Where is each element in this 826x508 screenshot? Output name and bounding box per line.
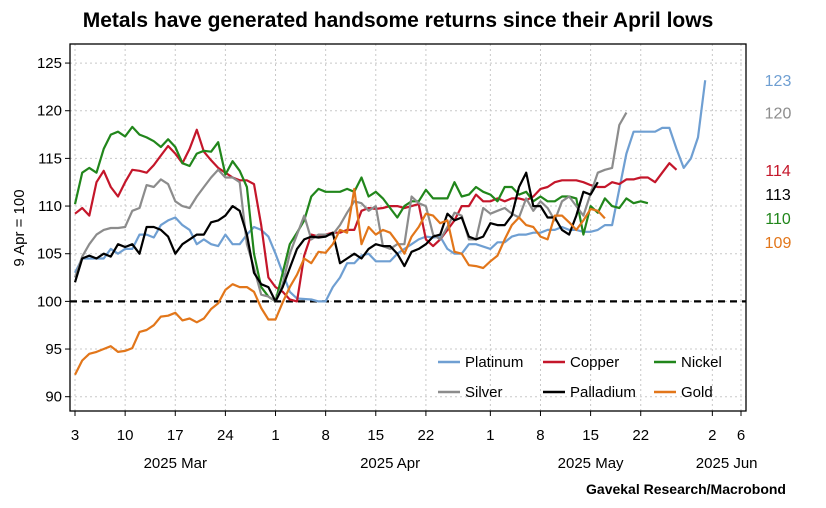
x-tick-label: 24 <box>217 427 234 444</box>
x-month-label: 2025 Apr <box>360 455 420 472</box>
series-line-nickel <box>73 125 649 303</box>
x-tick-label: 15 <box>582 427 599 444</box>
legend-label: Palladium <box>570 384 636 401</box>
x-tick-label: 22 <box>632 427 649 444</box>
x-month-label: 2025 May <box>558 455 624 472</box>
end-labels: 123 120 114 113 110 109 <box>765 73 792 252</box>
x-tick-label: 8 <box>321 427 329 444</box>
legend-label: Platinum <box>465 354 523 371</box>
series-line-gold <box>74 187 606 376</box>
x-tick-label: 1 <box>271 427 279 444</box>
series <box>73 80 707 376</box>
source-note: Gavekal Research/Macrobond <box>586 481 786 497</box>
end-label-gold: 109 <box>765 235 792 252</box>
x-tick-label: 10 <box>117 427 134 444</box>
legend-item-copper: Copper <box>543 354 619 371</box>
end-label-nickel: 110 <box>765 211 791 228</box>
x-tick-label: 15 <box>367 427 384 444</box>
legend-item-nickel: Nickel <box>654 354 722 371</box>
y-axis-label: 9 Apr = 100 <box>11 189 28 266</box>
x-tick-label: 8 <box>536 427 544 444</box>
y-tick-label: 105 <box>37 246 62 263</box>
legend-label: Copper <box>570 354 619 371</box>
x-tick-label: 6 <box>737 427 745 444</box>
x-tick-label: 3 <box>71 427 79 444</box>
y-tick-label: 95 <box>45 341 62 358</box>
x-tick-label: 1 <box>486 427 494 444</box>
chart-title: Metals have generated handsome returns s… <box>83 9 714 32</box>
y-tick-label: 115 <box>38 150 62 167</box>
legend: Platinum Copper Nickel Silver Palladium Gold <box>438 354 722 401</box>
x-month-label: 2025 Jun <box>696 455 758 472</box>
legend-label: Gold <box>681 384 713 401</box>
y-tick-label: 125 <box>37 55 62 72</box>
end-label-platinum: 123 <box>765 73 792 90</box>
legend-label: Nickel <box>681 354 722 371</box>
y-tick-label: 100 <box>37 293 62 310</box>
legend-item-palladium: Palladium <box>543 384 636 401</box>
legend-label: Silver <box>465 384 503 401</box>
end-label-palladium: 113 <box>765 187 791 204</box>
x-tick-label: 22 <box>418 427 435 444</box>
y-axis: 90 95 100 105 110 115 120 125 <box>37 55 70 406</box>
series-line-platinum <box>74 80 707 303</box>
x-tick-label: 17 <box>167 427 184 444</box>
y-tick-label: 110 <box>38 198 62 215</box>
legend-item-platinum: Platinum <box>438 354 523 371</box>
plot-frame <box>69 43 747 412</box>
y-tick-label: 120 <box>37 103 62 120</box>
x-tick-label: 2 <box>708 427 716 444</box>
end-label-copper: 114 <box>765 163 791 180</box>
y-tick-label: 90 <box>45 389 62 406</box>
series-line-palladium <box>73 171 599 303</box>
x-month-label: 2025 Mar <box>144 455 207 472</box>
legend-item-silver: Silver <box>438 384 503 401</box>
end-label-silver: 120 <box>765 106 792 123</box>
legend-item-gold: Gold <box>654 384 713 401</box>
